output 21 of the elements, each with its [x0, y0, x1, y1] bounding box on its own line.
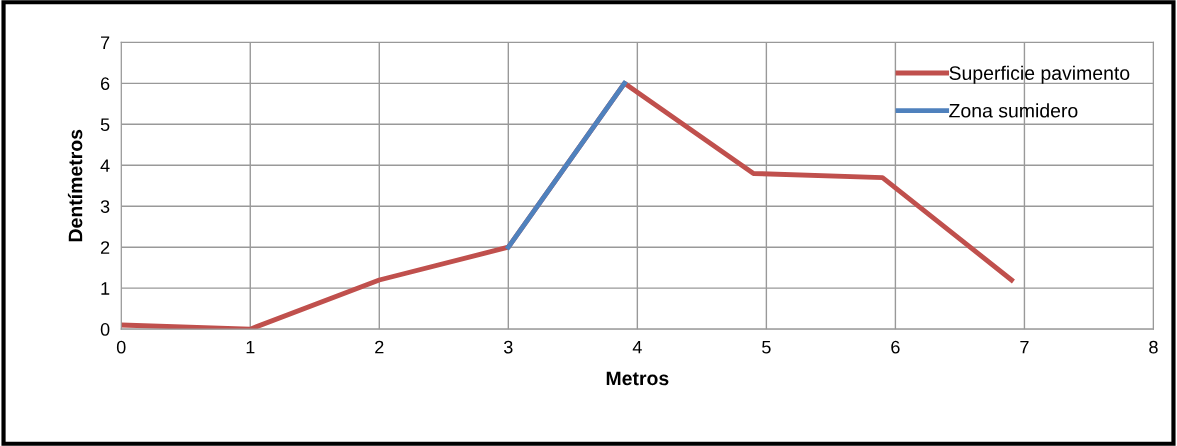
x-tick-label: 3	[503, 340, 513, 354]
legend-label: Superficie pavimento	[949, 65, 1130, 84]
y-tick-label: 7	[101, 36, 110, 49]
legend-label: Zona sumidero	[949, 103, 1078, 118]
y-tick-label: 4	[100, 159, 110, 172]
x-tick-label: 8	[1149, 340, 1158, 354]
x-tick-label: 5	[762, 340, 771, 354]
x-tick-label: 4	[632, 340, 642, 354]
y-tick-label: 3	[100, 200, 110, 213]
y-tick-label: 5	[100, 118, 110, 132]
x-tick-label: 6	[891, 340, 900, 354]
x-tick-label: 7	[1020, 340, 1029, 354]
x-axis-title: Metros	[606, 371, 669, 386]
y-tick-label: 1	[101, 282, 110, 295]
y-axis-title: Dentímetros	[67, 129, 83, 242]
y-tick-label: 6	[101, 77, 110, 91]
x-tick-label: 0	[116, 340, 126, 354]
x-tick-label: 2	[375, 340, 384, 354]
x-tick-label: 1	[246, 340, 255, 354]
y-tick-label: 0	[100, 323, 110, 336]
y-tick-label: 2	[100, 241, 110, 254]
